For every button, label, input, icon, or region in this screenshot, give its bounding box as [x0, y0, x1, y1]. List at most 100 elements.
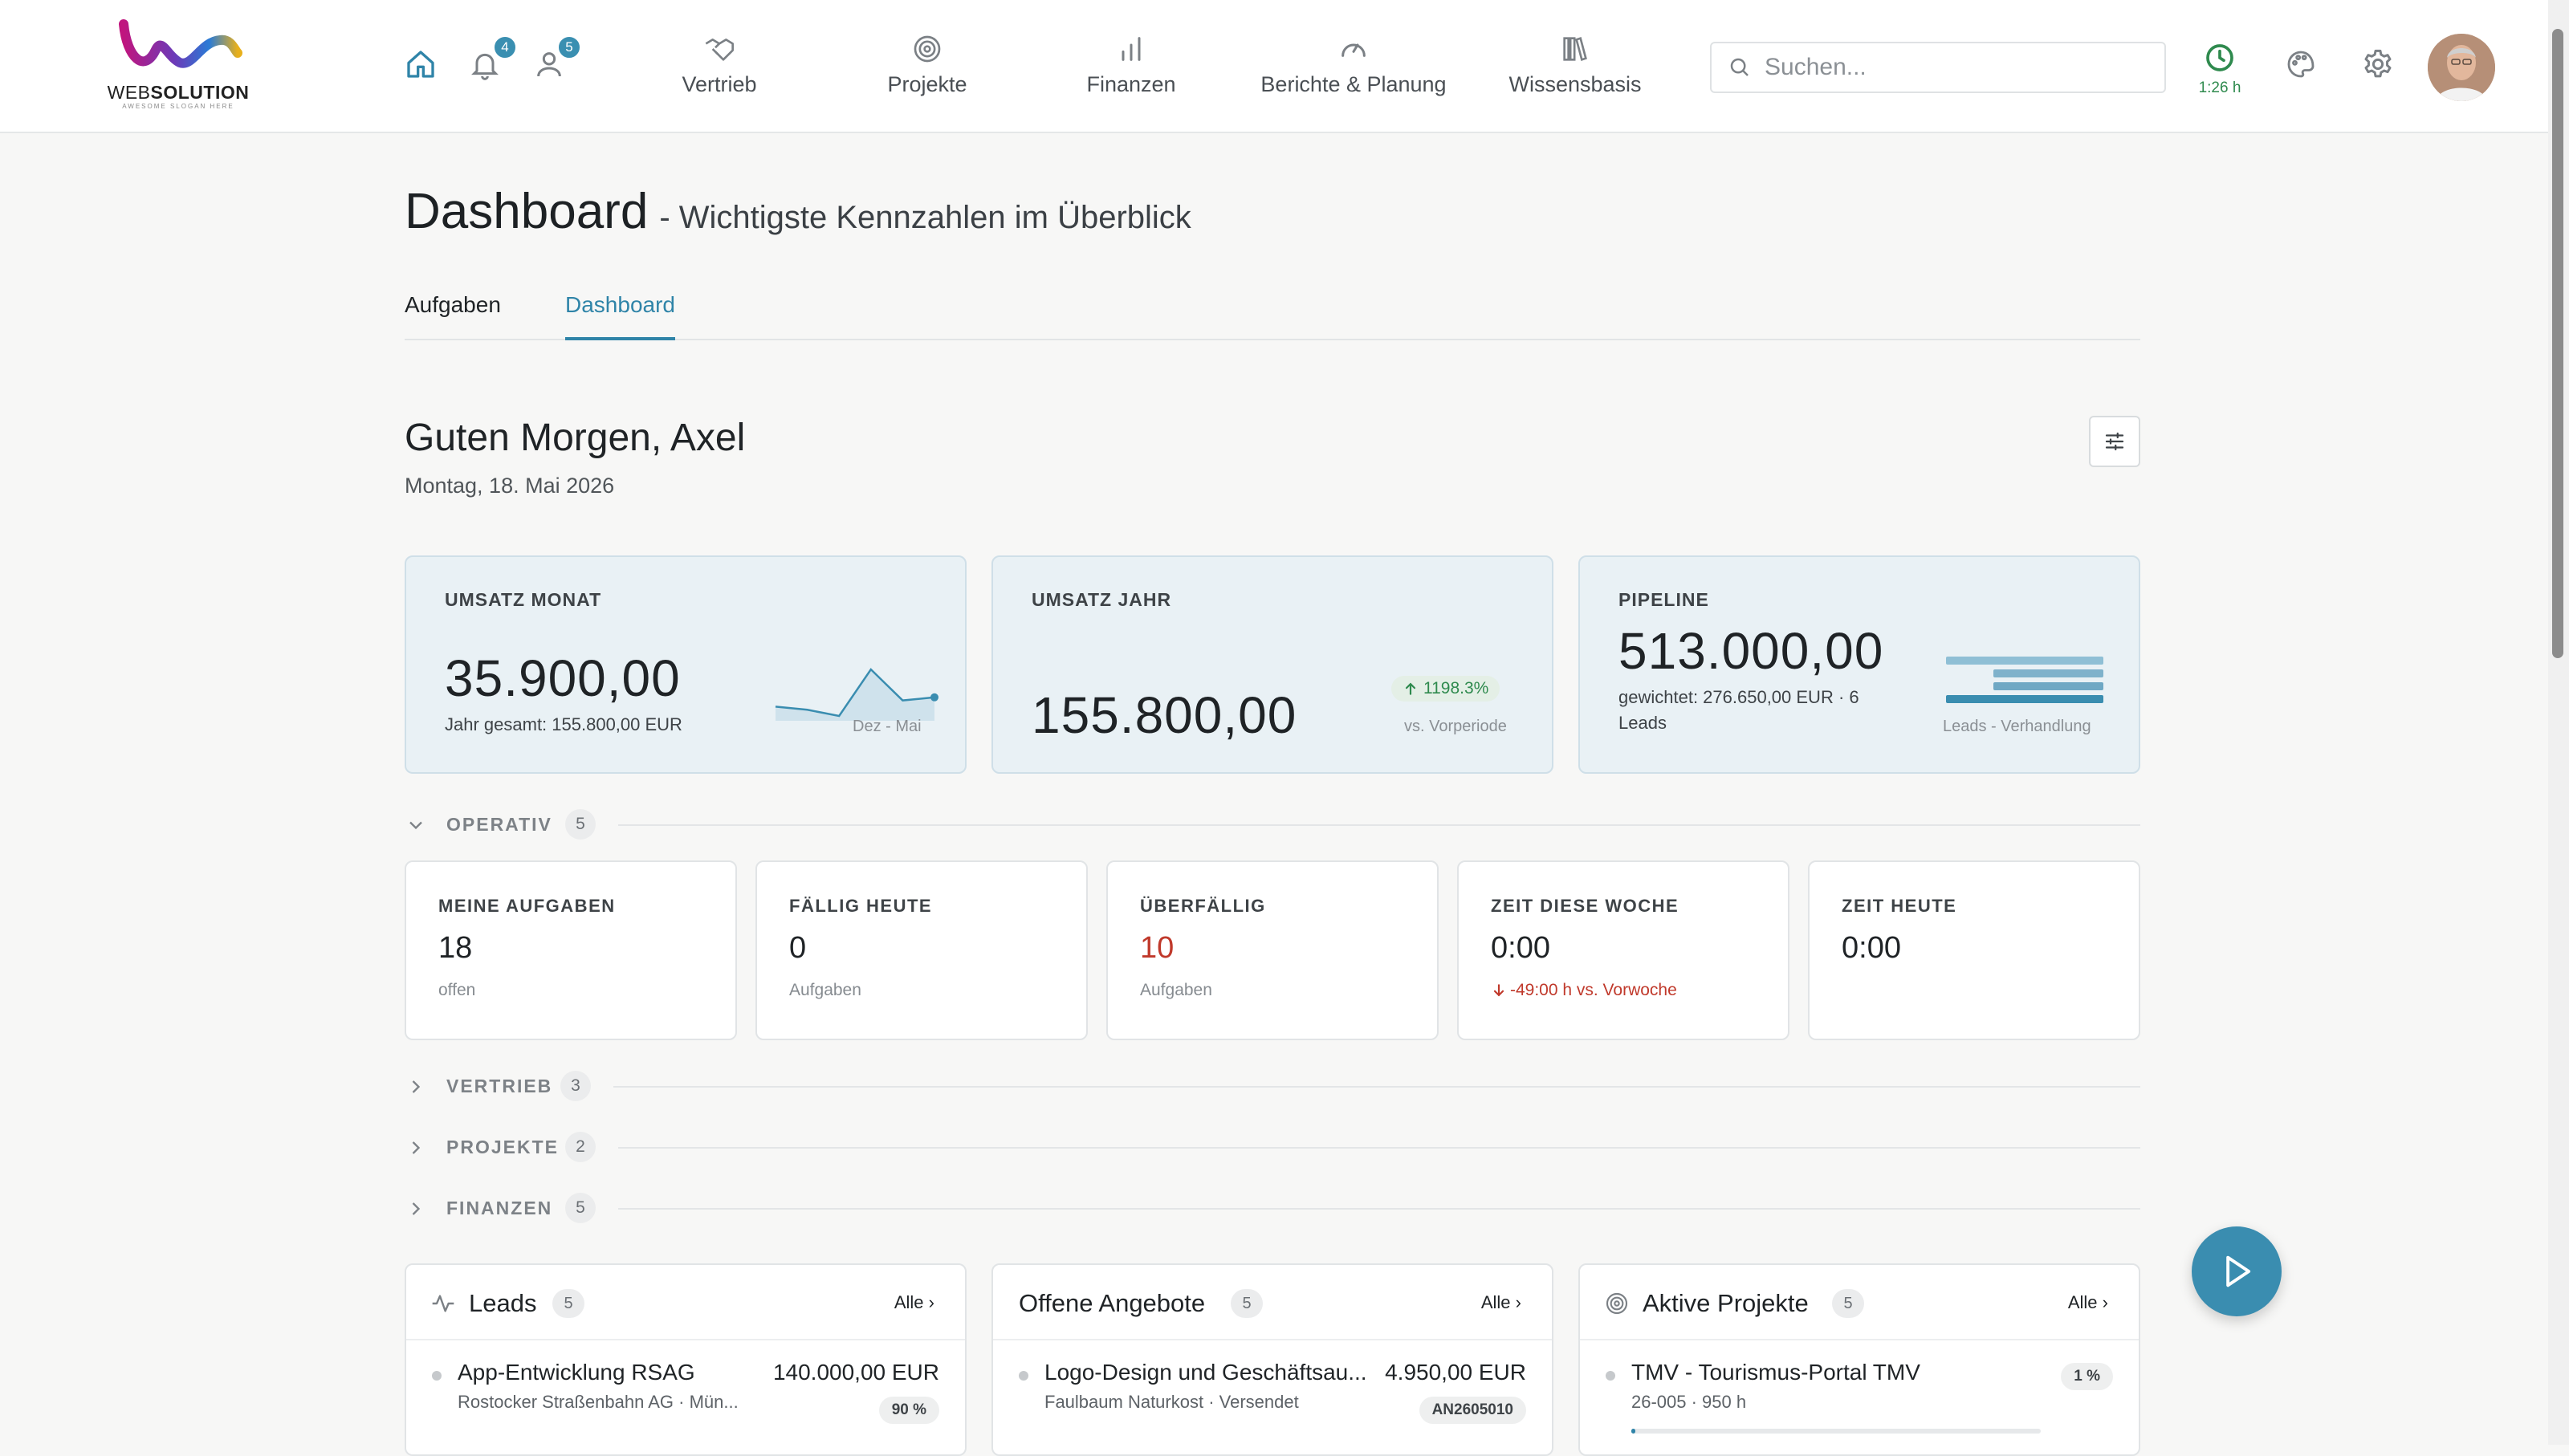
view-all-link[interactable]: Alle › [1481, 1292, 1521, 1313]
view-all-link[interactable]: Alle › [2068, 1292, 2108, 1313]
current-date: Montag, 18. Mai 2026 [405, 474, 615, 498]
kpi-umsatz-monat[interactable]: UMSATZ MONAT 35.900,00 Jahr gesamt: 155.… [405, 555, 967, 774]
card-sub: offen [438, 981, 476, 999]
card-title: Offene Angebote [1019, 1289, 1206, 1317]
home-button[interactable] [401, 45, 440, 83]
item-name: TMV - Tourismus-Portal TMV [1631, 1360, 1920, 1385]
kpi-umsatz-jahr[interactable]: UMSATZ JAHR 155.800,00 1198.3% vs. Vorpe… [991, 555, 1553, 774]
books-icon [1563, 36, 1587, 62]
view-all-link[interactable]: Alle › [894, 1292, 934, 1313]
search-input[interactable] [1763, 53, 2148, 82]
item-name: App-Entwicklung RSAG [458, 1360, 695, 1385]
play-icon [2226, 1255, 2251, 1287]
tab-bar: Aufgaben Dashboard [405, 289, 2140, 340]
nav-label: Wissensbasis [1508, 72, 1642, 96]
card-label: ZEIT DIESE WOCHE [1491, 896, 1679, 916]
scrollbar-thumb[interactable] [2552, 29, 2563, 658]
search-box[interactable] [1710, 42, 2166, 93]
section-projekte[interactable]: PROJEKTE 2 [405, 1132, 2140, 1164]
section-count: 5 [565, 809, 596, 840]
sliders-icon [2105, 432, 2124, 451]
handshake-icon [705, 39, 734, 61]
page-scrollbar[interactable] [2548, 0, 2569, 1445]
websolution-logo[interactable]: WEBSOLUTION AWESOME SLOGAN HERE [103, 18, 254, 114]
item-meta: Faulbaum Naturkost · Versendet [1044, 1392, 1299, 1412]
sparkline-area [776, 669, 934, 721]
theme-button[interactable] [2282, 45, 2320, 83]
sparkline-caption: Dez - Mai [853, 718, 922, 735]
card-zeit-heute[interactable]: ZEIT HEUTE 0:00 [1808, 860, 2140, 1040]
users-button[interactable]: 5 [530, 35, 581, 83]
progress-fill [1631, 1429, 1636, 1434]
clock-icon [2206, 44, 2233, 71]
view-all-label: Alle [894, 1292, 924, 1312]
kpi-label: PIPELINE [1618, 589, 1709, 610]
nav-label: Projekte [887, 72, 967, 96]
tab-dashboard[interactable]: Dashboard [565, 292, 675, 340]
avatar[interactable] [2428, 34, 2495, 101]
trend-badge: 1198.3% [1391, 676, 1500, 702]
view-all-label: Alle [1480, 1292, 1511, 1312]
timer-label: 1:26 h [2198, 79, 2241, 96]
section-count: 2 [565, 1132, 596, 1162]
nav-finanzen[interactable]: Finanzen [1081, 31, 1182, 103]
logo-mark [119, 19, 242, 68]
chevron-right-icon: › [2102, 1292, 2108, 1312]
kpi-note-2: Leads [1618, 713, 1667, 733]
nav-projekte[interactable]: Projekte [875, 31, 979, 103]
target-icon [1606, 1292, 1628, 1315]
time-tracker[interactable]: 1:26 h [2192, 42, 2248, 97]
logo-slogan: AWESOME SLOGAN HERE [122, 103, 234, 110]
card-value: 18 [438, 931, 473, 965]
page-title: Dashboard - Wichtigste Kennzahlen im Über… [405, 183, 1191, 240]
revenue-sparkline [775, 668, 938, 721]
nav-vertrieb[interactable]: Vertrieb [671, 31, 767, 103]
kpi-value: 35.900,00 [445, 649, 681, 707]
card-label: FÄLLIG HEUTE [789, 896, 933, 916]
sparkline-line [775, 668, 935, 718]
card-value: 10 [1140, 931, 1175, 965]
section-divider [618, 1208, 2140, 1210]
card-zeit-diese-woche[interactable]: ZEIT DIESE WOCHE 0:00 -49:00 h vs. Vorwo… [1457, 860, 1789, 1040]
user-icon [537, 52, 561, 77]
card-faellig-heute[interactable]: FÄLLIG HEUTE 0 Aufgaben [755, 860, 1088, 1040]
section-finanzen[interactable]: FINANZEN 5 [405, 1193, 2140, 1225]
status-dot [1019, 1371, 1028, 1381]
pipeline-stage-bars [1946, 657, 2103, 713]
section-operativ[interactable]: OPERATIV 5 [405, 809, 2140, 841]
status-dot [432, 1371, 442, 1381]
chevron-right-icon: › [1515, 1292, 1521, 1312]
arrow-down-icon [1493, 984, 1504, 997]
nav-label: Vertrieb [682, 72, 757, 96]
nav-wissensbasis[interactable]: Wissensbasis [1504, 31, 1646, 103]
chevron-right-icon: › [928, 1292, 934, 1312]
notifications-button[interactable]: 4 [466, 35, 517, 83]
nav-berichte-planung[interactable]: Berichte & Planung [1257, 31, 1450, 103]
search-icon [1730, 58, 1749, 76]
card-header: Leads 5 Alle › [406, 1265, 965, 1340]
section-label: OPERATIV [446, 814, 552, 835]
kpi-note: gewichtet: 276.650,00 EUR · 6 [1618, 687, 1859, 707]
kpi-value: 155.800,00 [1032, 686, 1297, 744]
item-name: Logo-Design und Geschäftsau... [1044, 1360, 1367, 1385]
card-offene-angebote: Offene Angebote 5 Alle › Logo-Design und… [991, 1263, 1553, 1456]
trend-value: 1198.3% [1423, 679, 1489, 697]
tab-aufgaben[interactable]: Aufgaben [405, 292, 501, 317]
page-subtitle: - Wichtigste Kennzahlen im Überblick [659, 200, 1191, 235]
play-button[interactable] [2192, 1226, 2282, 1316]
kpi-pipeline[interactable]: PIPELINE 513.000,00 gewichtet: 276.650,0… [1578, 555, 2140, 774]
card-ueberfaellig[interactable]: ÜBERFÄLLIG 10 Aufgaben [1106, 860, 1439, 1040]
section-count: 3 [560, 1071, 591, 1101]
section-vertrieb[interactable]: VERTRIEB 3 [405, 1071, 2140, 1103]
progress-badge: 1 % [2061, 1363, 2113, 1390]
section-divider [618, 1147, 2140, 1149]
section-label: FINANZEN [446, 1198, 553, 1218]
pipeline-stage-bar [1993, 682, 2103, 690]
card-count: 5 [1832, 1289, 1864, 1318]
customize-button[interactable] [2089, 416, 2140, 467]
card-title: Leads [469, 1289, 537, 1317]
chevron-right-icon [412, 1141, 421, 1154]
item-meta: Rostocker Straßenbahn AG · Mün... [458, 1392, 739, 1412]
card-meine-aufgaben[interactable]: MEINE AUFGABEN 18 offen [405, 860, 737, 1040]
settings-button[interactable] [2359, 45, 2397, 83]
